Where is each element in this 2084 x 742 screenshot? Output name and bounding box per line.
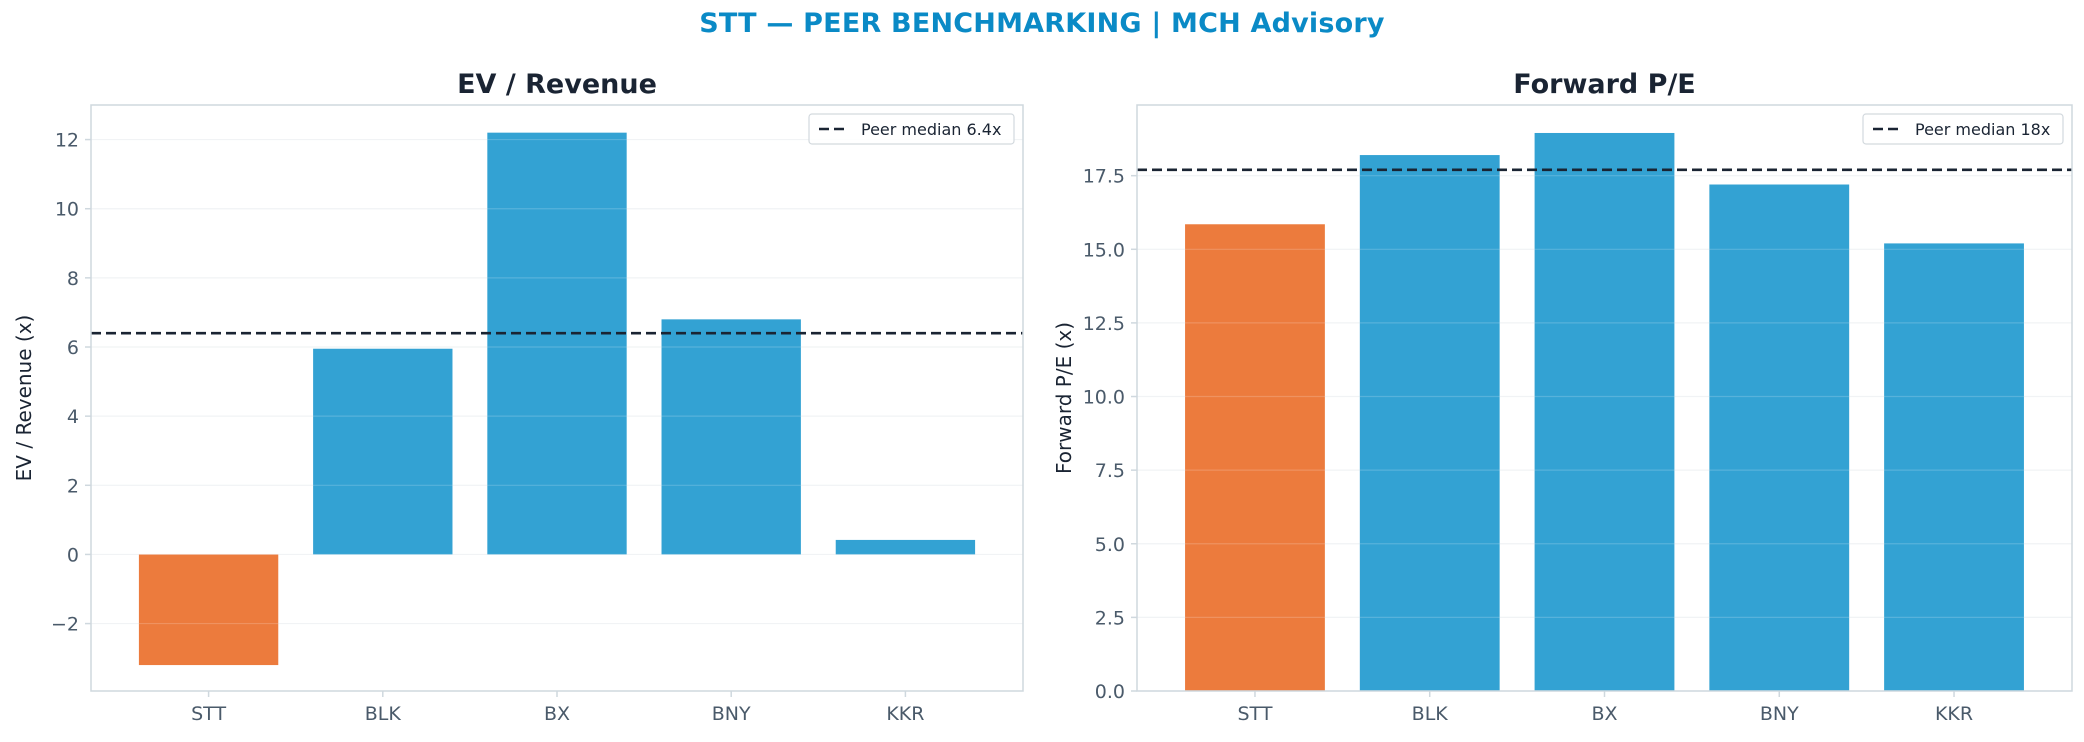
figure-title: STT — PEER BENCHMARKING | MCH Advisory: [699, 8, 1385, 39]
ev-legend: Peer median 6.4x: [808, 113, 1015, 145]
ev-revenue-chart: EV / Revenue −2 0 2 4 6 8 10 12 STT BLK BX BNY KKR EV …: [12, 69, 1024, 725]
ev-y-axis-label: EV / Revenue (x): [12, 315, 36, 482]
ev-xtick-label-blk: BLK: [365, 703, 402, 725]
ev-xtick-label-stt: STT: [191, 703, 226, 725]
ev-bar-bny: [661, 319, 801, 555]
pe-chart-title: Forward P/E: [1513, 69, 1696, 100]
ev-xtick-label-bx: BX: [544, 703, 570, 725]
ev-ytick-label: 6: [67, 337, 79, 359]
pe-ytick-label: 17.5: [1083, 166, 1125, 188]
pe-ytick-label: 10.0: [1083, 387, 1125, 409]
ev-ytick-label: 8: [67, 268, 79, 290]
pe-legend-label: Peer median 18x: [1915, 120, 2050, 139]
ev-ytick-label: 4: [67, 406, 79, 428]
pe-legend: Peer median 18x: [1862, 113, 2064, 145]
pe-ytick-label: 7.5: [1095, 460, 1125, 482]
pe-bar-blk: [1359, 155, 1500, 691]
pe-xtick-label-bx: BX: [1591, 703, 1617, 725]
ev-xtick-label-kkr: KKR: [886, 703, 924, 725]
pe-xtick-label-stt: STT: [1237, 703, 1272, 725]
pe-ytick-label: 12.5: [1083, 313, 1125, 335]
ev-ytick-label: −2: [51, 614, 79, 636]
ev-chart-title: EV / Revenue: [457, 69, 657, 100]
ev-ytick-label: 10: [55, 199, 79, 221]
pe-y-axis-label: Forward P/E (x): [1052, 322, 1076, 474]
ev-legend-box: [808, 113, 1015, 145]
pe-ytick-label: 5.0: [1095, 534, 1125, 556]
pe-xtick-label-bny: BNY: [1760, 703, 1799, 725]
ev-xtick-label-bny: BNY: [712, 703, 751, 725]
pe-ytick-label: 2.5: [1095, 607, 1125, 629]
pe-ytick-label: 15.0: [1083, 239, 1125, 261]
ev-bar-blk: [313, 348, 453, 555]
ev-legend-label: Peer median 6.4x: [861, 120, 1001, 139]
forward-pe-chart: Forward P/E 0.0 2.5 5.0 7.5 10.0 12.5 15.0 17.5 S…: [1052, 69, 2073, 725]
pe-bar-kkr: [1884, 243, 2024, 691]
pe-ytick-label: 0.0: [1095, 681, 1125, 703]
ev-ytick-label: 12: [55, 130, 79, 152]
ev-bar-kkr: [835, 539, 976, 555]
pe-xtick-label-kkr: KKR: [1935, 703, 1973, 725]
ev-ytick-label: 0: [67, 544, 79, 566]
pe-bar-stt: [1185, 224, 1325, 692]
pe-bar-bny: [1709, 184, 1850, 691]
ev-ytick-label: 2: [67, 475, 79, 497]
ev-bar-stt: [138, 554, 279, 666]
pe-legend-box: [1862, 113, 2064, 145]
pe-bar-bx: [1534, 132, 1675, 692]
pe-xtick-label-blk: BLK: [1412, 703, 1449, 725]
ev-bar-bx: [487, 132, 627, 555]
